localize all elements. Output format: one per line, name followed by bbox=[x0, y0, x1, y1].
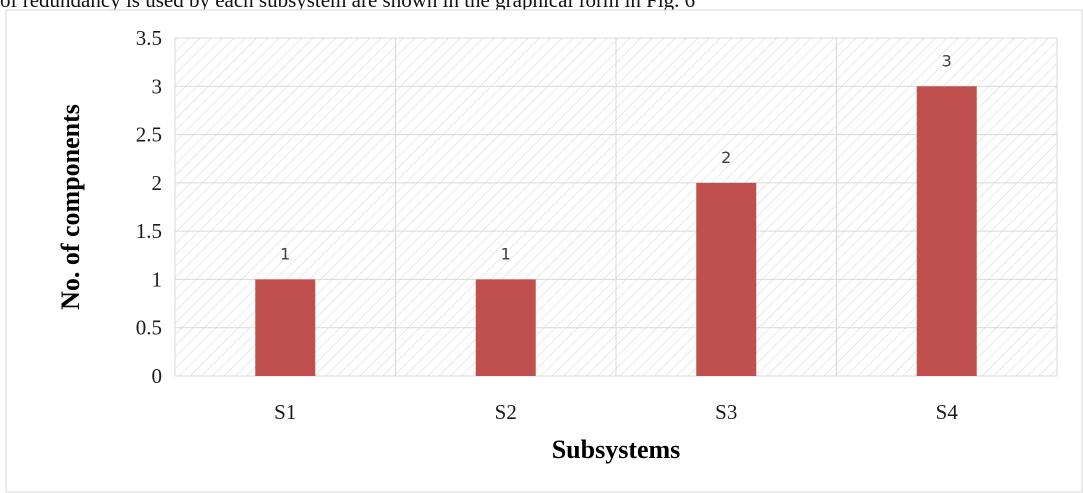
x-axis-title: Subsystems bbox=[552, 435, 681, 464]
data-label-s3: 2 bbox=[721, 148, 731, 167]
y-tick-label: 3.5 bbox=[136, 26, 162, 50]
bar-s4 bbox=[916, 86, 977, 377]
x-tick-label-s2: S2 bbox=[495, 400, 517, 424]
y-tick-label: 0 bbox=[152, 364, 163, 388]
caption-fragment: of redundancy is used by each subsystem … bbox=[0, 0, 696, 12]
y-axis-title: No. of components bbox=[56, 104, 85, 310]
x-tick-label-s1: S1 bbox=[274, 400, 296, 424]
y-tick-label: 0.5 bbox=[136, 316, 162, 340]
bar-s3 bbox=[696, 182, 757, 376]
data-label-s4: 3 bbox=[942, 51, 952, 70]
x-axis-ticks: S1 S2 S3 S4 bbox=[274, 400, 958, 424]
y-tick-label: 2.5 bbox=[136, 123, 162, 147]
bar-s2 bbox=[475, 279, 536, 376]
data-label-s2: 1 bbox=[501, 244, 511, 263]
bars: 1 1 2 3 bbox=[255, 51, 977, 377]
y-tick-label: 1.5 bbox=[136, 219, 162, 243]
x-tick-label-s4: S4 bbox=[936, 400, 959, 424]
bar-s1 bbox=[255, 279, 316, 376]
data-label-s1: 1 bbox=[280, 244, 290, 263]
y-axis-ticks: 0 0.5 1 1.5 2 2.5 3 3.5 bbox=[136, 26, 162, 388]
y-tick-label: 2 bbox=[152, 171, 163, 195]
y-tick-label: 3 bbox=[152, 74, 163, 98]
x-tick-label-s3: S3 bbox=[715, 400, 737, 424]
y-tick-label: 1 bbox=[152, 267, 163, 291]
gridlines bbox=[174, 37, 1058, 377]
